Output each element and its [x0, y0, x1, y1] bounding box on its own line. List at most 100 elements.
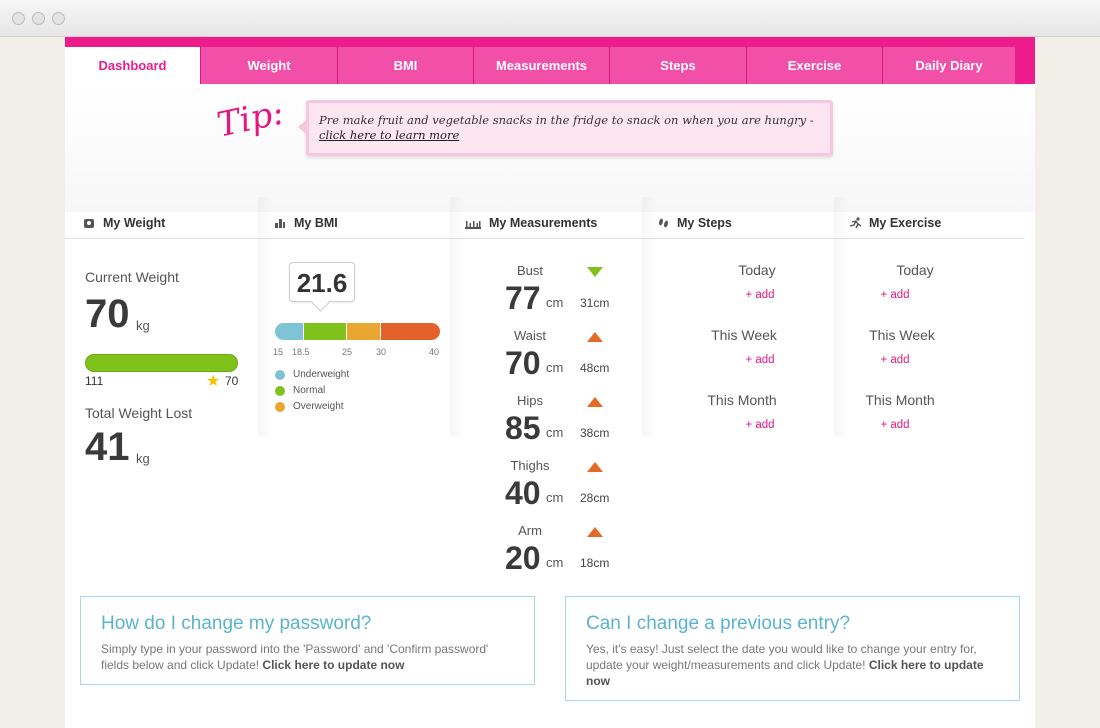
goal-star-icon: ★	[206, 373, 221, 390]
bmi-underweight-segment	[275, 323, 303, 340]
minimize-window-button[interactable]	[32, 12, 45, 25]
update-now-link[interactable]: Click here to update now	[262, 658, 405, 672]
legend-label: Underweight	[293, 369, 350, 380]
faq-body-text: Yes, it's easy! Just select the date you…	[586, 642, 977, 672]
start-weight: 111	[85, 374, 104, 388]
measurement-change: 31cm	[580, 296, 610, 310]
tip-box: Pre make fruit and vegetable snacks in t…	[298, 100, 833, 156]
bmi-legend-normal: Normal	[275, 385, 325, 396]
main-tabs: Dashboard Weight BMI Measurements Steps …	[65, 47, 1035, 84]
faq-title: How do I change my password?	[101, 613, 372, 634]
measurement-unit: cm	[546, 555, 564, 570]
measurement-change: 48cm	[580, 361, 610, 375]
bmi-tick: 15	[273, 347, 284, 357]
faq-title: Can I change a previous entry?	[586, 613, 851, 634]
faq-body: Yes, it's easy! Just select the date you…	[586, 641, 999, 689]
trend-up-icon	[587, 332, 603, 342]
ruler-icon	[465, 217, 481, 229]
steps-week-add-link[interactable]: + add	[745, 354, 775, 366]
underweight-dot-icon	[275, 369, 285, 380]
column-shadow	[834, 197, 848, 437]
tab-bmi[interactable]: BMI	[337, 47, 473, 84]
measurement-label: Arm	[518, 523, 542, 538]
close-window-button[interactable]	[12, 12, 25, 25]
column-shadow	[642, 197, 656, 437]
bmi-obese-segment	[380, 323, 440, 340]
update-now-link[interactable]: Click here to update now	[586, 658, 984, 688]
header-divider	[65, 238, 1025, 239]
goal-weight: 70	[225, 374, 239, 388]
bar-chart-icon	[274, 217, 286, 229]
my-bmi-header: My BMI	[274, 207, 338, 239]
steps-month-add-link[interactable]: + add	[745, 419, 775, 431]
measurement-unit: cm	[546, 425, 564, 440]
measurement-unit: cm	[546, 360, 564, 375]
measurement-label: Thighs	[510, 458, 550, 473]
exercise-week-label: This Week	[869, 327, 935, 343]
measurement-change: 38cm	[580, 426, 610, 440]
steps-today-label: Today	[738, 262, 776, 278]
column-shadow	[258, 197, 272, 437]
measurement-label: Waist	[513, 328, 547, 343]
bmi-scale	[275, 323, 440, 340]
total-weight-lost-label: Total Weight Lost	[85, 405, 193, 421]
legend-label: Normal	[293, 385, 326, 396]
column-shadow	[450, 197, 464, 437]
zoom-window-button[interactable]	[52, 12, 65, 25]
exercise-week-add-link[interactable]: + add	[880, 354, 910, 366]
my-steps-header: My Steps	[657, 207, 732, 239]
top-accent-bar	[65, 37, 1035, 47]
measurement-change: 18cm	[580, 556, 610, 570]
measurement-unit: cm	[546, 490, 564, 505]
my-exercise-header: My Exercise	[849, 207, 941, 239]
dashboard-page: Dashboard Weight BMI Measurements Steps …	[65, 37, 1035, 728]
bmi-legend-underweight: Underweight	[275, 369, 349, 380]
window-titlebar	[0, 0, 1100, 37]
current-weight-label: Current Weight	[85, 269, 179, 285]
faq-body-text: Simply type in your password into the 'P…	[101, 642, 489, 672]
tab-daily-diary[interactable]: Daily Diary	[882, 47, 1015, 84]
tab-measurements[interactable]: Measurements	[473, 47, 609, 84]
trend-up-icon	[587, 527, 603, 537]
faq-change-password: How do I change my password? Simply type…	[80, 596, 535, 685]
tab-weight[interactable]: Weight	[200, 47, 337, 84]
my-measurements-title: My Measurements	[489, 216, 598, 230]
faq-change-entry: Can I change a previous entry? Yes, it's…	[565, 596, 1020, 701]
tab-steps[interactable]: Steps	[609, 47, 746, 84]
measurement-label: Bust	[516, 263, 543, 278]
trend-down-icon	[587, 267, 603, 277]
faq-body: Simply type in your password into the 'P…	[101, 641, 514, 673]
trend-up-icon	[587, 462, 603, 472]
my-steps-title: My Steps	[677, 216, 732, 230]
my-weight-title: My Weight	[103, 216, 166, 230]
current-weight-value: 70	[85, 292, 130, 336]
bmi-normal-segment	[303, 323, 346, 340]
measurement-change: 28cm	[580, 491, 610, 505]
measurement-value: 40	[505, 475, 541, 511]
steps-today-add-link[interactable]: + add	[745, 289, 775, 301]
overweight-dot-icon	[275, 401, 285, 412]
steps-week-label: This Week	[711, 327, 777, 343]
measurement-value: 77	[505, 280, 541, 316]
measurement-value: 20	[505, 540, 541, 576]
tab-exercise[interactable]: Exercise	[746, 47, 882, 84]
exercise-today-add-link[interactable]: + add	[880, 289, 910, 301]
trend-up-icon	[587, 397, 603, 407]
tip-learn-more-link[interactable]: click here to learn more	[319, 128, 460, 142]
my-measurements-header: My Measurements	[465, 207, 597, 239]
my-bmi-title: My BMI	[294, 216, 338, 230]
my-exercise-title: My Exercise	[869, 216, 942, 230]
tab-dashboard[interactable]: Dashboard	[65, 47, 200, 84]
legend-label: Overweight	[293, 401, 344, 412]
exercise-today-label: Today	[896, 262, 934, 278]
total-weight-lost-unit: kg	[136, 451, 150, 466]
bmi-legend-overweight: Overweight	[275, 401, 344, 412]
exercise-month-add-link[interactable]: + add	[880, 419, 910, 431]
running-person-icon	[849, 217, 862, 229]
weight-scale-icon	[83, 217, 95, 229]
bmi-overweight-segment	[346, 323, 380, 340]
measurement-value: 85	[505, 410, 541, 446]
my-weight-header: My Weight	[83, 207, 165, 239]
bmi-tick: 40	[429, 347, 440, 357]
current-weight-unit: kg	[136, 318, 150, 333]
